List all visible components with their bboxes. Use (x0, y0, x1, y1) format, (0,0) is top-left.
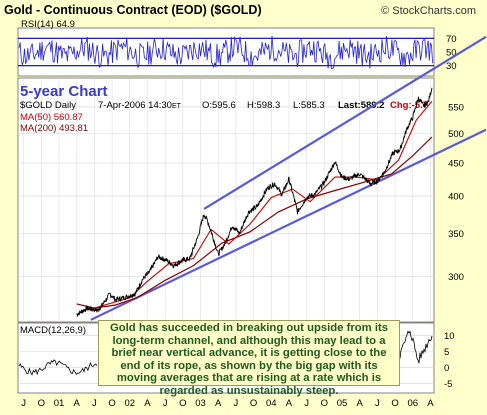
x-tick-label: O (391, 398, 398, 409)
x-tick-label: A (357, 398, 364, 409)
rsi-label: RSI(14) 64.9 (21, 19, 75, 30)
price-tick-label: 400 (448, 192, 464, 203)
macd-line (18, 359, 98, 376)
quote-line: $GOLD Daily 7-Apr-2006 14:30ET O:595.6 H… (20, 100, 428, 111)
x-tick-label: 05 (337, 398, 348, 409)
rsi-line (18, 35, 433, 70)
macd-tick-label: 10 (444, 331, 455, 342)
chart-title: Gold - Continuous Contract (EOD) ($GOLD) (4, 3, 262, 17)
quote-low: L:585.3 (293, 100, 325, 111)
x-tick-label: O (108, 398, 115, 409)
quote-last: Last:589.2 (338, 100, 384, 111)
x-tick-label: J (21, 398, 26, 409)
channel-lower-line (90, 128, 487, 321)
x-tick-label: J (304, 398, 309, 409)
x-tick-label: O (38, 398, 45, 409)
quote-open: O:595.6 (202, 100, 236, 111)
x-tick-label: 03 (195, 398, 206, 409)
macd-tick-label: -5 (444, 379, 452, 390)
rsi-tick-label: 50 (446, 48, 457, 59)
chart-caption: 5-year Chart (20, 83, 108, 100)
quote-high: H:598.3 (247, 100, 280, 111)
quote-date: 7-Apr-2006 14:30ET (98, 100, 182, 111)
rsi-tick-label: 70 (446, 34, 457, 45)
macd-tick-label: 5 (444, 347, 449, 358)
quote-date-suffix: ET (172, 103, 182, 110)
macd-line-recent (399, 330, 433, 364)
x-tick-label: J (375, 398, 380, 409)
price-tick-label: 450 (448, 159, 464, 170)
price-tick-label: 550 (448, 102, 464, 113)
x-tick-label: J (163, 398, 168, 409)
quote-symbol: $GOLD Daily (20, 100, 76, 111)
x-tick-label: A (215, 398, 222, 409)
macd-label: MACD(12,26,9) (20, 325, 86, 336)
x-tick-label: O (321, 398, 328, 409)
legend-ma50: MA(50) 560.87 (20, 112, 83, 123)
price-tick-label: 500 (448, 129, 464, 140)
x-tick-label: O (250, 398, 257, 409)
price-tick-label: 350 (448, 229, 464, 240)
x-tick-label: J (234, 398, 239, 409)
price-panel (17, 77, 435, 323)
x-tick-label: J (92, 398, 97, 409)
x-tick-label: 01 (54, 398, 65, 409)
x-tick-label: 04 (266, 398, 277, 409)
price-tick-label: 300 (448, 272, 464, 283)
legend-ma200: MA(200) 493.81 (20, 123, 88, 134)
channel-upper-line (203, 35, 487, 210)
annotation-box: Gold has succeeded in breaking out upsid… (98, 320, 400, 397)
watermark: © StockCharts.com (381, 5, 476, 17)
x-tick-label: O (179, 398, 186, 409)
price-line (76, 87, 433, 318)
x-tick-label: A (427, 398, 434, 409)
x-tick-label: 02 (124, 398, 135, 409)
quote-change: Chg:-5.7 (390, 100, 428, 111)
x-tick-label: 06 (407, 398, 418, 409)
x-tick-label: A (286, 398, 293, 409)
x-tick-label: A (144, 398, 151, 409)
macd-tick-label: 0 (444, 363, 449, 374)
x-tick-label: A (74, 398, 81, 409)
rsi-tick-label: 30 (446, 61, 457, 72)
